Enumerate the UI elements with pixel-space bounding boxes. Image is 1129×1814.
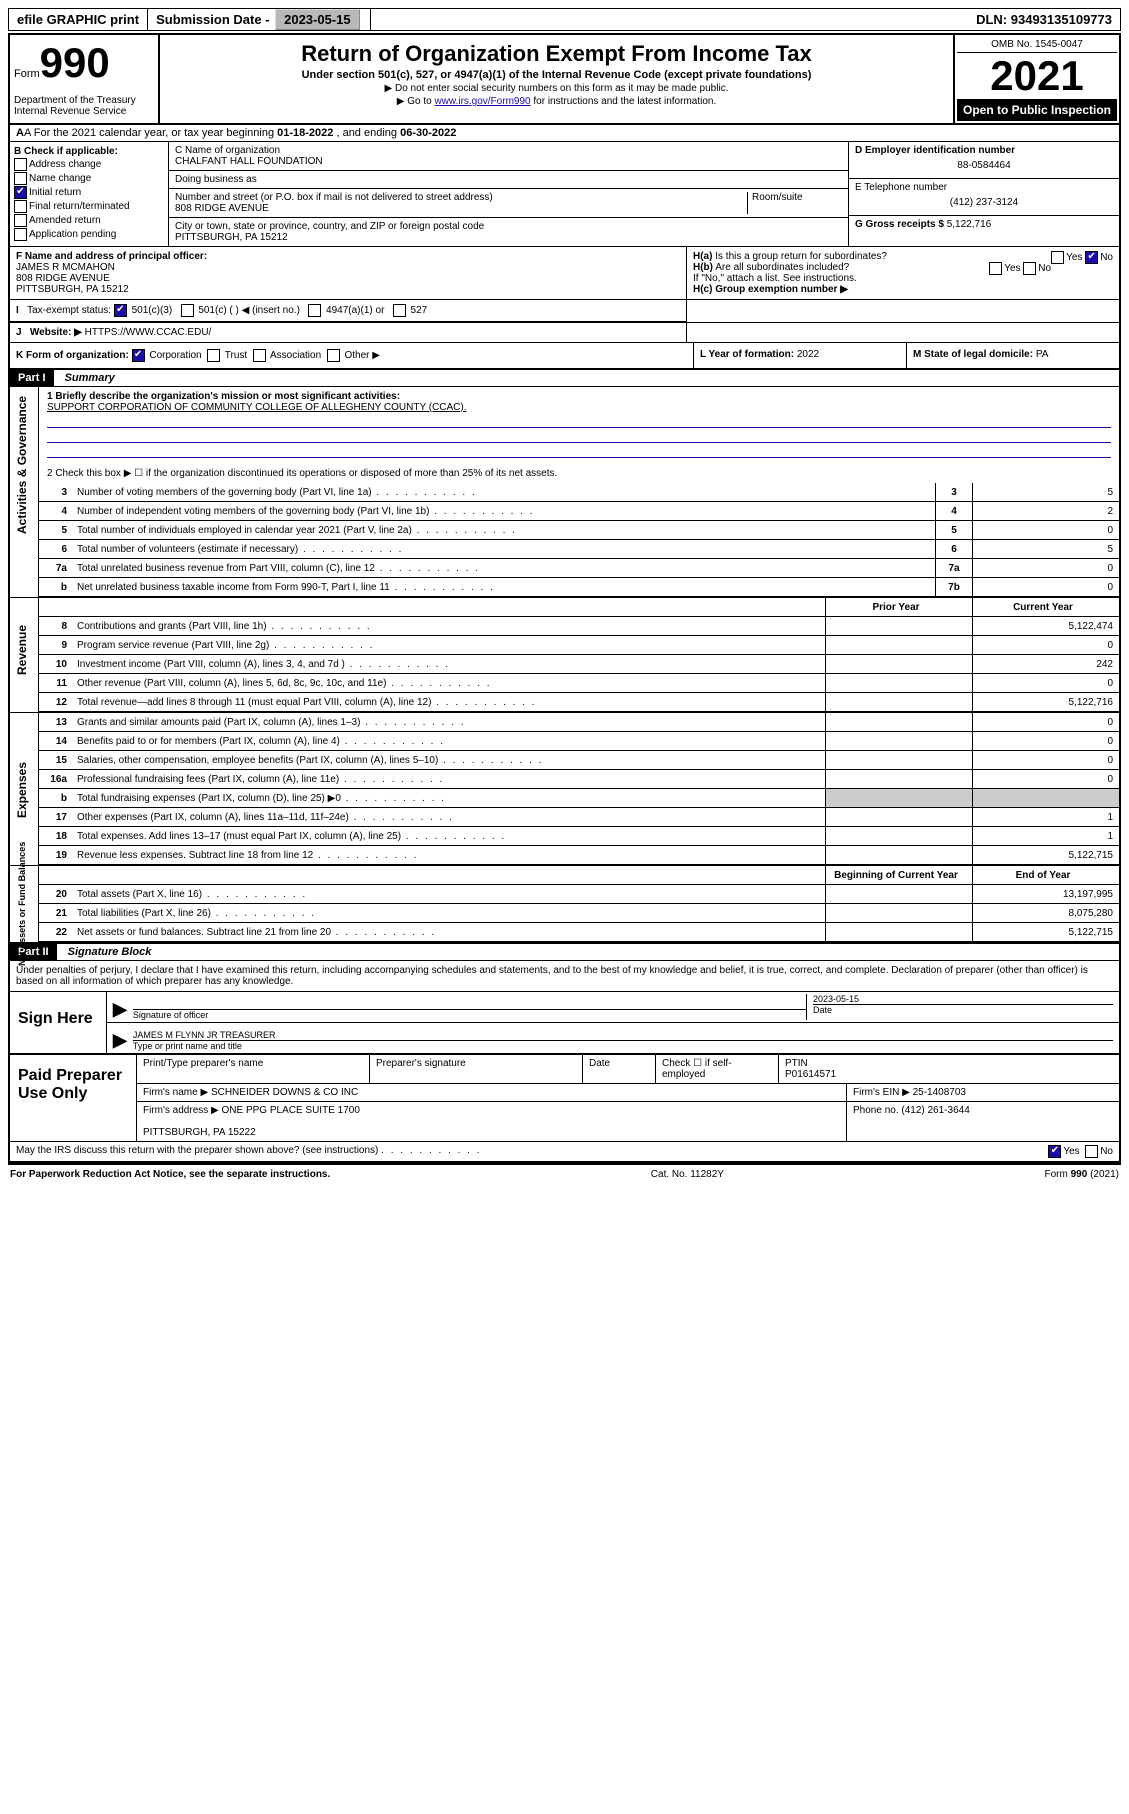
footer: For Paperwork Reduction Act Notice, see … xyxy=(8,1165,1121,1184)
data-line: 10Investment income (Part VIII, column (… xyxy=(39,655,1119,674)
submission-cell: Submission Date - 2023-05-15 xyxy=(148,9,371,30)
arrow-icon: ▶ xyxy=(113,999,127,1020)
revenue-section: Revenue Prior Year Current Year 8Contrib… xyxy=(10,597,1119,712)
data-line: 9Program service revenue (Part VIII, lin… xyxy=(39,636,1119,655)
section-h: H(a) Is this a group return for subordin… xyxy=(687,247,1119,299)
block-b-to-g: B Check if applicable: Address change Na… xyxy=(10,142,1119,247)
paid-preparer-block: Paid Preparer Use Only Print/Type prepar… xyxy=(10,1053,1119,1141)
gov-line: 4Number of independent voting members of… xyxy=(39,502,1119,521)
data-line: bTotal fundraising expenses (Part IX, co… xyxy=(39,789,1119,808)
governance-section: Activities & Governance 1 Briefly descri… xyxy=(10,387,1119,597)
row-f-h: F Name and address of principal officer:… xyxy=(10,247,1119,300)
net-header: Beginning of Current Year End of Year xyxy=(39,866,1119,885)
signature-intro: Under penalties of perjury, I declare th… xyxy=(10,961,1119,992)
top-bar: efile GRAPHIC print Submission Date - 20… xyxy=(8,8,1121,31)
col-d-e-g: D Employer identification number88-05844… xyxy=(849,142,1119,246)
may-discuss-row: May the IRS discuss this return with the… xyxy=(10,1141,1119,1163)
part1-header: Part I Summary xyxy=(10,370,1119,387)
form-container: Form990 Department of the Treasury Inter… xyxy=(8,33,1121,1165)
form-title: Return of Organization Exempt From Incom… xyxy=(168,41,945,67)
cb-name[interactable]: Name change xyxy=(14,172,164,185)
row-a: AA For the 2021 calendar year, or tax ye… xyxy=(10,125,1119,142)
data-line: 21Total liabilities (Part X, line 26)8,0… xyxy=(39,904,1119,923)
data-line: 8Contributions and grants (Part VIII, li… xyxy=(39,617,1119,636)
header-middle: Return of Organization Exempt From Incom… xyxy=(160,35,955,123)
row-k-l-m: K Form of organization: Corporation Trus… xyxy=(10,343,1119,370)
form-header: Form990 Department of the Treasury Inter… xyxy=(10,35,1119,125)
gov-line: 6Total number of volunteers (estimate if… xyxy=(39,540,1119,559)
data-line: 17Other expenses (Part IX, column (A), l… xyxy=(39,808,1119,827)
gov-line: 7aTotal unrelated business revenue from … xyxy=(39,559,1119,578)
cb-initial[interactable]: Initial return xyxy=(14,186,164,199)
data-line: 12Total revenue—add lines 8 through 11 (… xyxy=(39,693,1119,712)
data-line: 19Revenue less expenses. Subtract line 1… xyxy=(39,846,1119,865)
cb-pending[interactable]: Application pending xyxy=(14,228,164,241)
submission-date-button[interactable]: 2023-05-15 xyxy=(275,9,360,30)
efile-label: efile GRAPHIC print xyxy=(9,9,148,30)
data-line: 18Total expenses. Add lines 13–17 (must … xyxy=(39,827,1119,846)
cb-address[interactable]: Address change xyxy=(14,158,164,171)
gov-line: 5Total number of individuals employed in… xyxy=(39,521,1119,540)
sign-here-block: Sign Here ▶ Signature of officer 2023-05… xyxy=(10,992,1119,1053)
rev-header: Prior Year Current Year xyxy=(39,598,1119,617)
data-line: 22Net assets or fund balances. Subtract … xyxy=(39,923,1119,942)
expenses-section: Expenses 13Grants and similar amounts pa… xyxy=(10,712,1119,865)
section-f: F Name and address of principal officer:… xyxy=(10,247,687,299)
cb-final[interactable]: Final return/terminated xyxy=(14,200,164,213)
row-j: J Website: ▶ HTTPS://WWW.CCAC.EDU/ xyxy=(10,323,1119,343)
header-left: Form990 Department of the Treasury Inter… xyxy=(10,35,160,123)
data-line: 13Grants and similar amounts paid (Part … xyxy=(39,713,1119,732)
row-i-j: I Tax-exempt status: 501(c)(3) 501(c) ( … xyxy=(10,300,1119,323)
line-1: 1 Briefly describe the organization's mi… xyxy=(39,387,1119,464)
netassets-section: Net Assets or Fund Balances Beginning of… xyxy=(10,865,1119,942)
data-line: 15Salaries, other compensation, employee… xyxy=(39,751,1119,770)
header-right: OMB No. 1545-0047 2021 Open to Public In… xyxy=(955,35,1119,123)
col-b: B Check if applicable: Address change Na… xyxy=(10,142,169,246)
line-2: 2 Check this box ▶ ☐ if the organization… xyxy=(39,464,1119,483)
gov-line: bNet unrelated business taxable income f… xyxy=(39,578,1119,597)
data-line: 11Other revenue (Part VIII, column (A), … xyxy=(39,674,1119,693)
dln-cell: DLN: 93493135109773 xyxy=(968,9,1120,30)
data-line: 20Total assets (Part X, line 16)13,197,9… xyxy=(39,885,1119,904)
data-line: 14Benefits paid to or for members (Part … xyxy=(39,732,1119,751)
col-c: C Name of organizationCHALFANT HALL FOUN… xyxy=(169,142,849,246)
data-line: 16aProfessional fundraising fees (Part I… xyxy=(39,770,1119,789)
part2-header: Part II Signature Block xyxy=(10,942,1119,961)
cb-amended[interactable]: Amended return xyxy=(14,214,164,227)
irs-link[interactable]: www.irs.gov/Form990 xyxy=(434,96,530,107)
gov-line: 3Number of voting members of the governi… xyxy=(39,483,1119,502)
row-i: I Tax-exempt status: 501(c)(3) 501(c) ( … xyxy=(10,300,687,322)
arrow-icon: ▶ xyxy=(113,1030,127,1051)
